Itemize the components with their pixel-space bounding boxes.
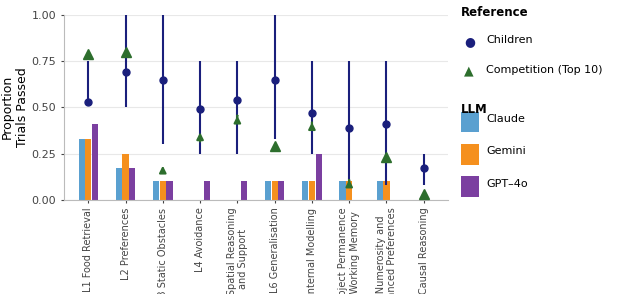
Bar bbox=[271, 181, 278, 200]
Bar bbox=[153, 181, 159, 200]
Bar bbox=[377, 181, 383, 200]
Bar bbox=[302, 181, 308, 200]
Bar bbox=[265, 181, 271, 200]
Bar bbox=[92, 124, 98, 200]
Bar bbox=[278, 181, 284, 200]
Bar bbox=[79, 139, 84, 200]
Bar bbox=[166, 181, 173, 200]
Text: Claude: Claude bbox=[486, 114, 525, 124]
Text: Gemini: Gemini bbox=[486, 146, 526, 156]
Bar bbox=[346, 181, 352, 200]
Text: Reference: Reference bbox=[461, 6, 529, 19]
Bar bbox=[204, 181, 210, 200]
Text: GPT–4o: GPT–4o bbox=[486, 179, 528, 189]
Text: LLM: LLM bbox=[461, 103, 488, 116]
Bar bbox=[116, 168, 122, 200]
Bar bbox=[160, 181, 166, 200]
Bar bbox=[241, 181, 247, 200]
Bar bbox=[383, 181, 390, 200]
Bar bbox=[339, 181, 346, 200]
Bar bbox=[122, 154, 129, 200]
Bar bbox=[316, 154, 322, 200]
Bar bbox=[85, 139, 92, 200]
Bar bbox=[129, 168, 135, 200]
Text: ●: ● bbox=[464, 35, 475, 48]
Text: Competition (Top 10): Competition (Top 10) bbox=[486, 65, 603, 75]
Y-axis label: Proportion
Trials Passed: Proportion Trials Passed bbox=[1, 67, 29, 147]
Bar bbox=[309, 181, 315, 200]
Text: Children: Children bbox=[486, 35, 533, 45]
Text: ▲: ▲ bbox=[464, 65, 474, 78]
